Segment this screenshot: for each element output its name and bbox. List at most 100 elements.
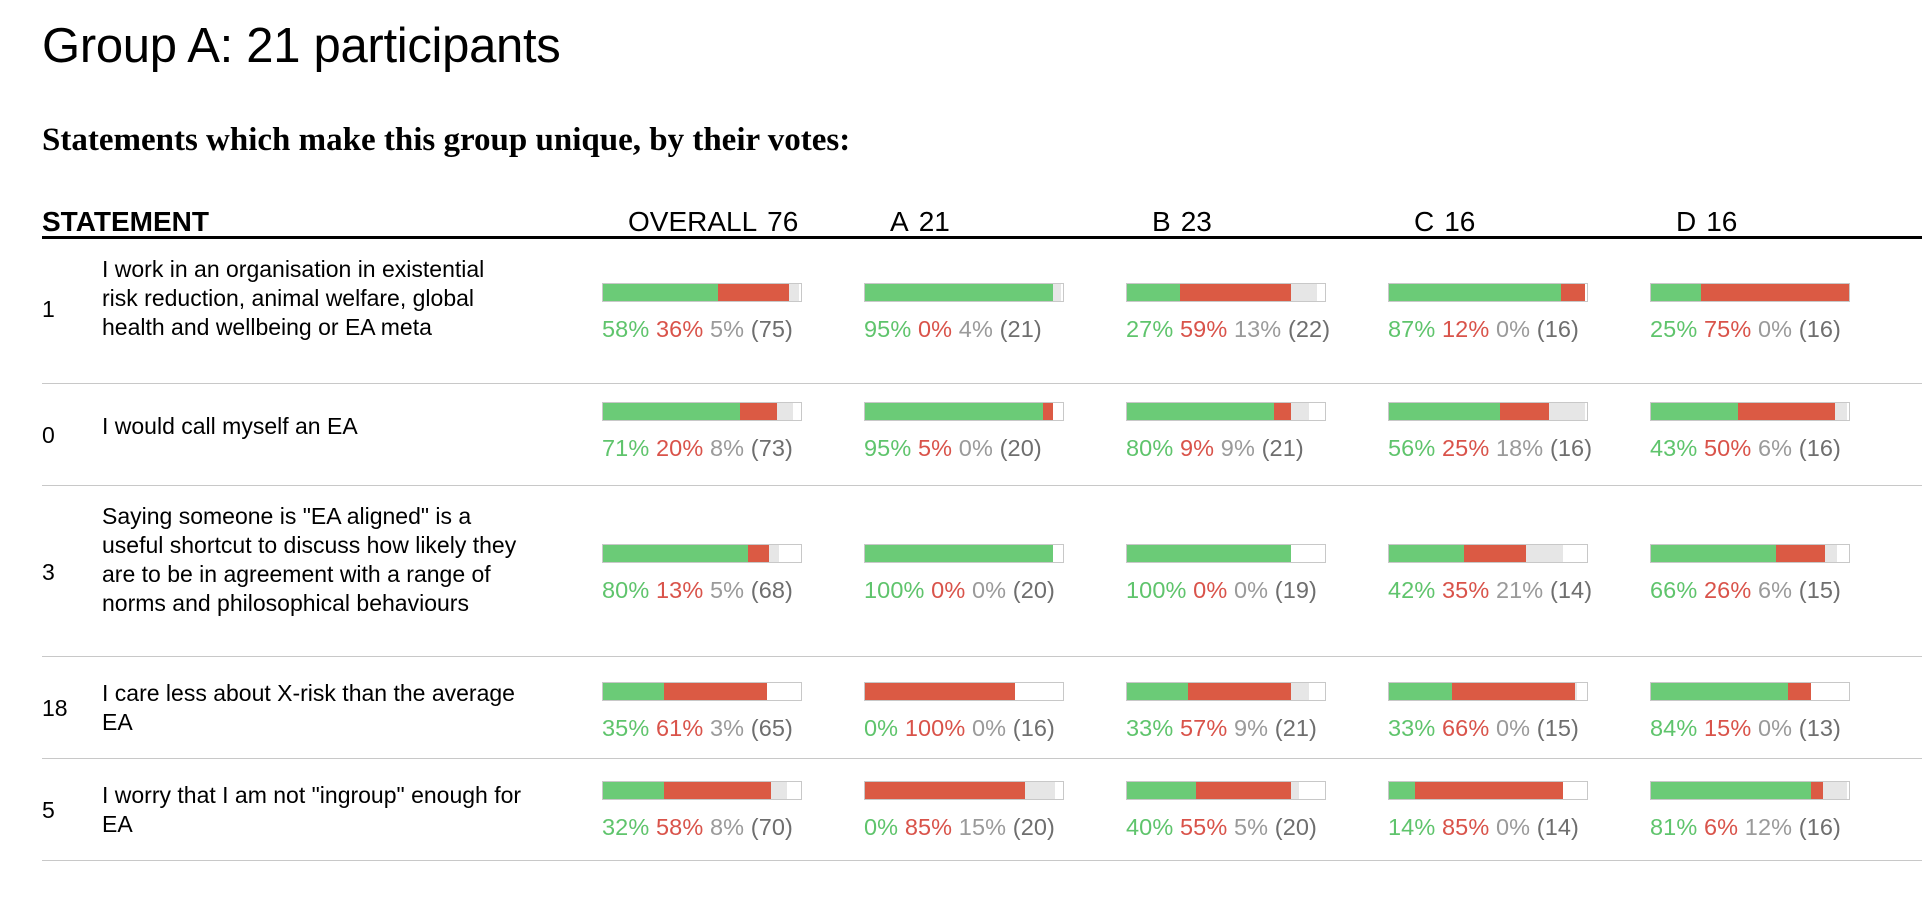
vote-bar bbox=[1650, 283, 1850, 302]
pass-percent: 3% bbox=[709, 715, 745, 741]
disagree-percent: 85% bbox=[1441, 814, 1490, 840]
table-row: 5 I worry that I am not "ingroup" enough … bbox=[42, 759, 1922, 861]
overall-vote-cell: 80% 13% 5% (68) bbox=[602, 544, 864, 604]
vote-percentages: 27% 59% 13% (22) bbox=[1126, 316, 1388, 343]
agree-segment bbox=[603, 683, 665, 700]
group-c-vote-cell: 14% 85% 0% (14) bbox=[1388, 781, 1650, 841]
agree-percent: 66% bbox=[1650, 577, 1698, 603]
agree-segment bbox=[603, 545, 748, 562]
group-a-vote-cell: 0% 100% 0% (16) bbox=[864, 682, 1126, 742]
disagree-percent: 57% bbox=[1179, 715, 1228, 741]
vote-count: (65) bbox=[750, 715, 793, 741]
pass-segment bbox=[777, 403, 794, 420]
pass-segment bbox=[1291, 683, 1310, 700]
disagree-percent: 6% bbox=[1703, 814, 1739, 840]
pass-segment bbox=[1823, 782, 1847, 799]
disagree-segment bbox=[1787, 683, 1812, 700]
pass-segment bbox=[1291, 782, 1300, 799]
group-a-vote-cell: 95% 0% 4% (21) bbox=[864, 283, 1126, 343]
disagree-segment bbox=[1561, 284, 1585, 301]
page-title: Group A: 21 participants bbox=[42, 19, 561, 73]
statement-id: 18 bbox=[42, 695, 68, 721]
disagree-percent: 20% bbox=[655, 435, 704, 461]
pass-segment bbox=[1575, 683, 1578, 700]
statement-column-header: STATEMENT bbox=[42, 206, 209, 237]
vote-count: (20) bbox=[1274, 814, 1317, 840]
vote-percentages: 80% 9% 9% (21) bbox=[1126, 435, 1388, 462]
vote-percentages: 25% 75% 0% (16) bbox=[1650, 316, 1912, 343]
vote-percentages: 35% 61% 3% (65) bbox=[602, 715, 864, 742]
agree-percent: 95% bbox=[864, 316, 912, 342]
agree-segment bbox=[1651, 403, 1739, 420]
vote-bar bbox=[602, 544, 802, 563]
disagree-segment bbox=[664, 683, 768, 700]
vote-percentages: 0% 85% 15% (20) bbox=[864, 814, 1126, 841]
disagree-percent: 75% bbox=[1703, 316, 1752, 342]
column-count: 23 bbox=[1180, 206, 1212, 237]
vote-percentages: 56% 25% 18% (16) bbox=[1388, 435, 1650, 462]
agree-percent: 58% bbox=[602, 316, 650, 342]
vote-count: (70) bbox=[750, 814, 793, 840]
agree-percent: 95% bbox=[864, 435, 912, 461]
pass-percent: 0% bbox=[971, 715, 1007, 741]
vote-percentages: 58% 36% 5% (75) bbox=[602, 316, 864, 343]
vote-count: (21) bbox=[999, 316, 1042, 342]
disagree-segment bbox=[1196, 782, 1292, 799]
vote-count: (75) bbox=[750, 316, 793, 342]
pass-percent: 21% bbox=[1495, 577, 1544, 603]
column-count: 21 bbox=[918, 206, 950, 237]
table-row: 18 I care less about X-risk than the aver… bbox=[42, 657, 1922, 759]
disagree-segment bbox=[717, 284, 790, 301]
disagree-percent: 15% bbox=[1703, 715, 1752, 741]
agree-percent: 33% bbox=[1126, 715, 1174, 741]
group-b-vote-cell: 27% 59% 13% (22) bbox=[1126, 283, 1388, 343]
pass-percent: 6% bbox=[1757, 435, 1793, 461]
agree-percent: 43% bbox=[1650, 435, 1698, 461]
pass-segment bbox=[1291, 284, 1318, 301]
pass-percent: 0% bbox=[1757, 715, 1793, 741]
vote-bar bbox=[864, 781, 1064, 800]
pass-percent: 0% bbox=[1233, 577, 1269, 603]
group-c-vote-cell: 56% 25% 18% (16) bbox=[1388, 402, 1650, 462]
pass-percent: 0% bbox=[1495, 715, 1531, 741]
vote-bar bbox=[864, 283, 1064, 302]
overall-vote-cell: 58% 36% 5% (75) bbox=[602, 283, 864, 343]
vote-count: (16) bbox=[1798, 316, 1841, 342]
pass-percent: 6% bbox=[1757, 577, 1793, 603]
vote-percentages: 32% 58% 8% (70) bbox=[602, 814, 864, 841]
pass-segment bbox=[1525, 545, 1564, 562]
vote-count: (21) bbox=[1261, 435, 1304, 461]
disagree-segment bbox=[664, 782, 772, 799]
table-row: 0 I would call myself an EA 71% 20% 8% (73… bbox=[42, 384, 1922, 486]
group-b-vote-cell: 33% 57% 9% (21) bbox=[1126, 682, 1388, 742]
agree-segment bbox=[1651, 683, 1788, 700]
pass-percent: 0% bbox=[1495, 814, 1531, 840]
disagree-segment bbox=[747, 545, 770, 562]
vote-bar bbox=[1126, 682, 1326, 701]
vote-bar bbox=[864, 682, 1064, 701]
group-a-vote-cell: 100% 0% 0% (20) bbox=[864, 544, 1126, 604]
vote-bar bbox=[1388, 283, 1588, 302]
pass-segment bbox=[789, 284, 799, 301]
statement-text: I work in an organisation in existential… bbox=[102, 256, 485, 340]
pass-percent: 9% bbox=[1233, 715, 1269, 741]
vote-count: (19) bbox=[1274, 577, 1317, 603]
disagree-percent: 0% bbox=[917, 316, 953, 342]
disagree-segment bbox=[865, 683, 1016, 700]
vote-count: (20) bbox=[1012, 814, 1055, 840]
vote-bar bbox=[1126, 781, 1326, 800]
agree-segment bbox=[603, 403, 740, 420]
group-b-vote-cell: 40% 55% 5% (20) bbox=[1126, 781, 1388, 841]
statement-id: 0 bbox=[42, 422, 55, 448]
overall-vote-cell: 32% 58% 8% (70) bbox=[602, 781, 864, 841]
vote-percentages: 66% 26% 6% (15) bbox=[1650, 577, 1912, 604]
pass-percent: 0% bbox=[971, 577, 1007, 603]
vote-bar bbox=[1650, 544, 1850, 563]
disagree-percent: 13% bbox=[655, 577, 704, 603]
statement-text: I would call myself an EA bbox=[102, 413, 358, 439]
pass-segment bbox=[771, 782, 788, 799]
agree-segment bbox=[1127, 284, 1181, 301]
pass-percent: 4% bbox=[958, 316, 993, 342]
vote-count: (22) bbox=[1287, 316, 1331, 342]
group-d-vote-cell: 25% 75% 0% (16) bbox=[1650, 283, 1912, 343]
